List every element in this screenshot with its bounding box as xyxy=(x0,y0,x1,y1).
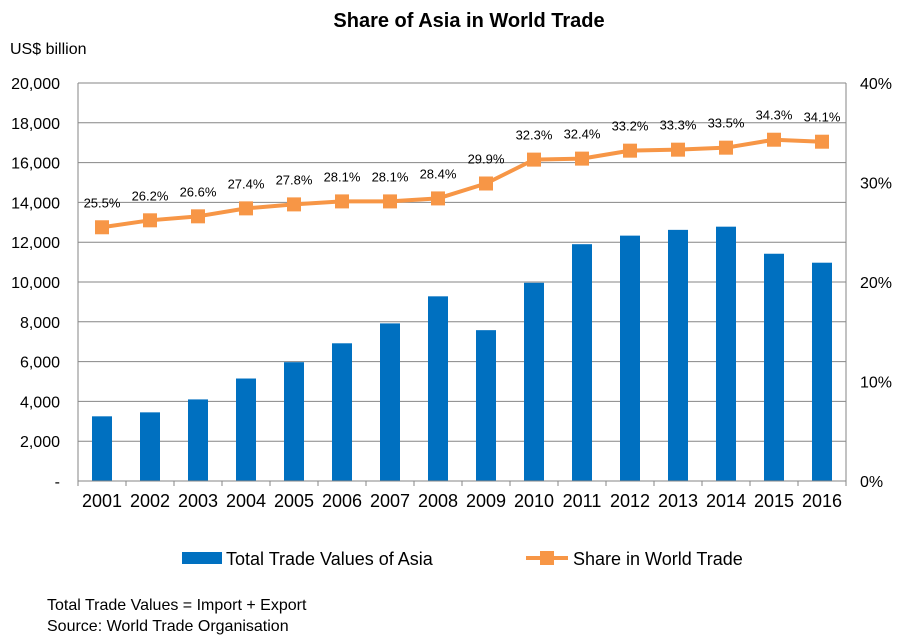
chart-title: Share of Asia in World Trade xyxy=(333,10,604,32)
y-left-axis-label: US$ billion xyxy=(10,41,86,58)
share-marker xyxy=(335,194,349,209)
bar xyxy=(716,226,736,481)
y-left-tick-label: 10,000 xyxy=(11,275,60,292)
x-tick-label: 2003 xyxy=(178,491,218,511)
share-marker xyxy=(239,201,253,216)
bar xyxy=(524,282,544,481)
data-label: 28.1% xyxy=(324,169,361,184)
y-right-tick-label: 0% xyxy=(860,474,883,491)
share-marker xyxy=(719,140,733,155)
y-left-tick-label: 6,000 xyxy=(20,355,60,372)
data-label: 27.8% xyxy=(276,172,313,187)
data-label: 28.1% xyxy=(372,169,409,184)
legend-bar-label: Total Trade Values of Asia xyxy=(226,549,434,569)
x-tick-label: 2006 xyxy=(322,491,362,511)
share-marker xyxy=(671,142,685,157)
bar xyxy=(812,262,832,481)
bar xyxy=(92,416,112,481)
y-right-tick-label: 10% xyxy=(860,375,892,392)
share-marker xyxy=(815,134,829,149)
source-note: Source: World Trade Organisation xyxy=(47,618,289,635)
bar xyxy=(284,362,304,481)
data-label: 28.4% xyxy=(420,166,457,181)
y-left-tick-label: 14,000 xyxy=(11,195,60,212)
y-left-tick-label: 4,000 xyxy=(20,394,60,411)
legend-line-marker xyxy=(540,551,554,565)
x-tick-label: 2004 xyxy=(226,491,266,511)
share-marker xyxy=(575,151,589,166)
bar xyxy=(428,296,448,481)
x-tick-label: 2002 xyxy=(130,491,170,511)
formula-note: Total Trade Values = Import + Export xyxy=(47,597,307,614)
data-label: 27.4% xyxy=(228,176,265,191)
y-left-tick-label: 12,000 xyxy=(11,235,60,252)
legend-bar-swatch xyxy=(182,552,222,564)
legend: Total Trade Values of Asia Share in Worl… xyxy=(182,549,743,569)
bar xyxy=(572,244,592,481)
x-tick-label: 2008 xyxy=(418,491,458,511)
data-label: 32.3% xyxy=(516,128,553,143)
bar xyxy=(332,343,352,481)
x-tick-label: 2005 xyxy=(274,491,314,511)
y-left-tick-label: 16,000 xyxy=(11,156,60,173)
share-marker xyxy=(767,132,781,147)
bar xyxy=(764,253,784,481)
y-left-tick-label: 18,000 xyxy=(11,116,60,133)
data-label: 33.2% xyxy=(612,119,649,134)
x-tick-label: 2001 xyxy=(82,491,122,511)
y-left-tick-label: 8,000 xyxy=(20,315,60,332)
y-left-tick-label: 2,000 xyxy=(20,434,60,451)
y-right-tick-label: 30% xyxy=(860,176,892,193)
share-marker xyxy=(191,209,205,224)
data-label: 26.6% xyxy=(180,184,217,199)
data-label: 32.4% xyxy=(564,127,601,142)
data-label: 34.3% xyxy=(756,108,793,123)
x-tick-label: 2010 xyxy=(514,491,554,511)
x-tick-label: 2015 xyxy=(754,491,794,511)
x-tick-label: 2012 xyxy=(610,491,650,511)
share-marker xyxy=(383,194,397,209)
data-label: 25.5% xyxy=(84,195,121,210)
data-label: 29.9% xyxy=(468,151,505,166)
y-right-tick-label: 40% xyxy=(860,76,892,93)
data-label: 34.1% xyxy=(804,110,841,125)
data-label: 33.3% xyxy=(660,118,697,133)
x-tick-label: 2014 xyxy=(706,491,746,511)
y-right-tick-label: 20% xyxy=(860,275,892,292)
bar xyxy=(668,229,688,481)
share-marker xyxy=(623,143,637,158)
y-left-tick-label: - xyxy=(55,474,60,491)
data-label: 33.5% xyxy=(708,116,745,131)
data-label: 26.2% xyxy=(132,188,169,203)
x-tick-label: 2013 xyxy=(658,491,698,511)
share-marker xyxy=(287,197,301,212)
x-tick-label: 2016 xyxy=(802,491,842,511)
bar xyxy=(236,378,256,481)
legend-line-label: Share in World Trade xyxy=(573,549,743,569)
y-left-tick-label: 20,000 xyxy=(11,76,60,93)
x-tick-label: 2009 xyxy=(466,491,506,511)
x-tick-label: 2011 xyxy=(563,491,602,511)
share-marker xyxy=(143,213,157,228)
bar xyxy=(476,330,496,481)
bar xyxy=(140,412,160,481)
share-marker xyxy=(95,220,109,235)
bar xyxy=(188,399,208,481)
share-marker xyxy=(527,152,541,167)
bar xyxy=(380,323,400,481)
share-marker xyxy=(479,176,493,191)
share-line xyxy=(101,137,823,230)
x-tick-label: 2007 xyxy=(370,491,410,511)
share-marker xyxy=(431,191,445,206)
bar xyxy=(620,235,640,481)
